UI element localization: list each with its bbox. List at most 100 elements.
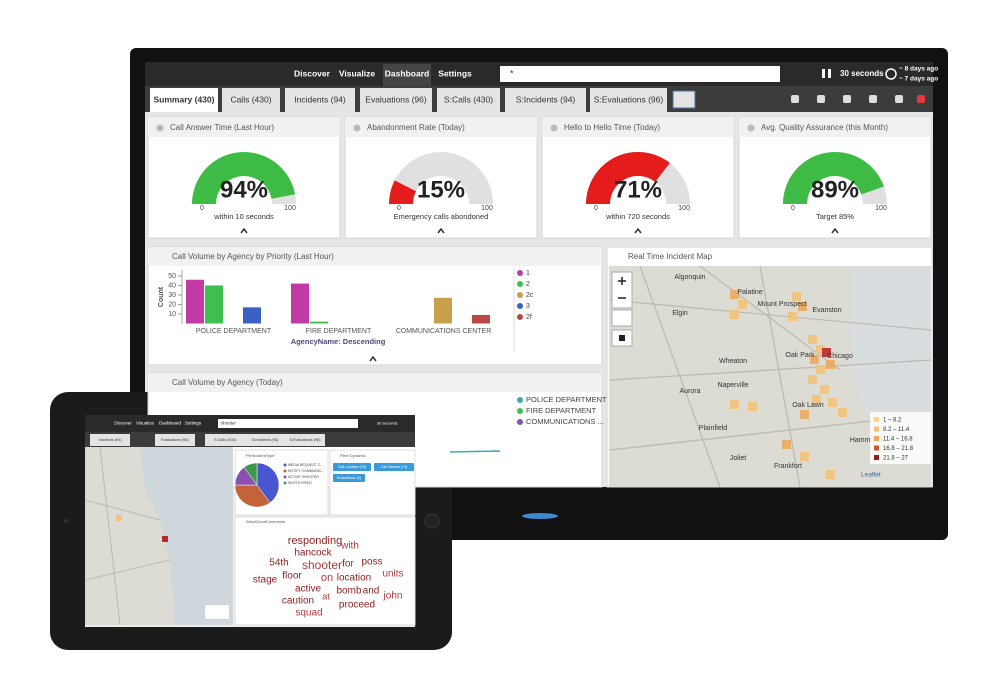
panel-header [739,117,931,137]
heat-cell [730,400,739,409]
nav-item[interactable]: Discover [294,68,331,78]
word: hancock [294,548,332,559]
time-from[interactable]: ~ 8 days ago [899,66,938,73]
tab-label: S:Incidents (94) [252,438,279,442]
heat-cell [798,302,807,311]
heat-cell [730,290,739,299]
heat-cell [808,375,817,384]
tab[interactable] [205,434,245,446]
panel-title: PieIncidentType [246,453,275,458]
pause-icon[interactable] [828,69,831,78]
legend-label: 21.8 – 27 [883,456,909,462]
bar [472,314,490,324]
road [84,559,171,581]
toolbar-icon[interactable] [895,95,903,103]
map-place: Joliet [730,455,746,462]
map-place: Oak Lawn [792,402,824,409]
legend-swatch [874,455,879,460]
map-legend [870,412,931,464]
toolbar-icon[interactable] [843,95,851,103]
filter-button-label: Evaluations (0) [337,476,361,480]
nav-item[interactable]: Settings [185,421,202,426]
legend-swatch [517,303,523,309]
heat-cell [738,300,747,309]
panel-title: Abandonment Rate (Today) [367,123,465,132]
tab[interactable] [90,434,130,446]
toolbar-icon[interactable] [791,95,799,103]
panel-header [148,247,602,266]
nav-item[interactable]: Settings [438,68,472,78]
toolbar-icon[interactable] [817,95,825,103]
legend-swatch [517,270,523,276]
legend-label: NOTIFY COMMUNIC... [288,469,324,473]
panel-header [542,117,734,137]
legend-label: 1 – 8.2 [883,418,902,424]
legend-swatch [874,417,879,422]
zoom-control[interactable] [611,271,633,309]
collapse-caret[interactable] [437,227,445,234]
filter-button[interactable] [374,463,414,471]
heat-cell [812,395,821,404]
tablet-home-button[interactable] [424,513,440,529]
panel-icon [156,124,164,132]
word: units [382,569,403,580]
gauge-fill [192,151,296,204]
heat-cell [816,345,825,354]
refresh-interval[interactable]: 30 seconds [840,69,884,78]
collapse-caret[interactable] [831,227,839,234]
tab[interactable] [590,88,667,112]
collapse-caret[interactable] [369,355,377,362]
tab[interactable] [505,88,586,112]
zoom-in[interactable] [618,277,626,299]
tab[interactable] [245,434,285,446]
legend-swatch [283,481,287,485]
heat-cell [808,335,817,344]
time-to[interactable]: ~ 7 days ago [899,76,938,83]
filter-button[interactable] [333,463,371,471]
heat-cell [822,348,831,357]
map-place: Evanston [812,307,841,314]
legend-label: 16.8 – 21.8 [883,446,914,452]
nav-item[interactable]: Visualize [136,421,154,426]
legend-label: POLICE DEPARTMENT [526,395,607,404]
gauge-min: 0 [397,205,401,212]
tab-add-button[interactable] [672,90,696,109]
panel-header [345,117,537,137]
tab[interactable] [222,88,280,112]
nav-item[interactable]: Visualize [339,68,375,78]
gauge-value: 71% [614,176,662,203]
tab[interactable] [150,88,218,112]
heat-cell [810,355,819,364]
legend-label: COMMUNICATIONS ... [526,417,604,426]
map-place: Naperville [717,382,748,389]
pie-slice [256,462,280,504]
nav-item[interactable]: Discover [114,421,132,426]
toolbar-icon[interactable] [917,95,925,103]
search-text: * [510,68,514,78]
legend-swatch [283,475,287,479]
map-tool[interactable] [611,309,633,327]
tab[interactable] [360,88,432,112]
nav-item[interactable]: Dashboard [385,68,429,78]
gauge-max: 100 [481,205,493,212]
panel-icon [353,124,361,132]
tab[interactable] [285,88,355,112]
collapse-caret[interactable] [240,227,248,234]
tab[interactable] [155,434,195,446]
word: and [363,586,380,597]
gauge-fill [783,151,884,204]
filter-button[interactable] [333,474,365,482]
search-box[interactable] [500,66,780,82]
collapse-caret[interactable] [634,227,642,234]
map-attribution: Leaflet [861,472,881,479]
toolbar-icon[interactable] [869,95,877,103]
nav-item[interactable]: Dashboard [159,421,182,426]
tab[interactable] [285,434,325,446]
tab[interactable] [437,88,500,112]
legend-label: 2c [526,292,534,299]
refresh-interval[interactable]: 30 seconds [377,421,397,426]
pause-icon[interactable] [822,69,825,78]
word: shooter [302,558,342,572]
search-box[interactable] [218,419,358,428]
panel [738,116,932,239]
